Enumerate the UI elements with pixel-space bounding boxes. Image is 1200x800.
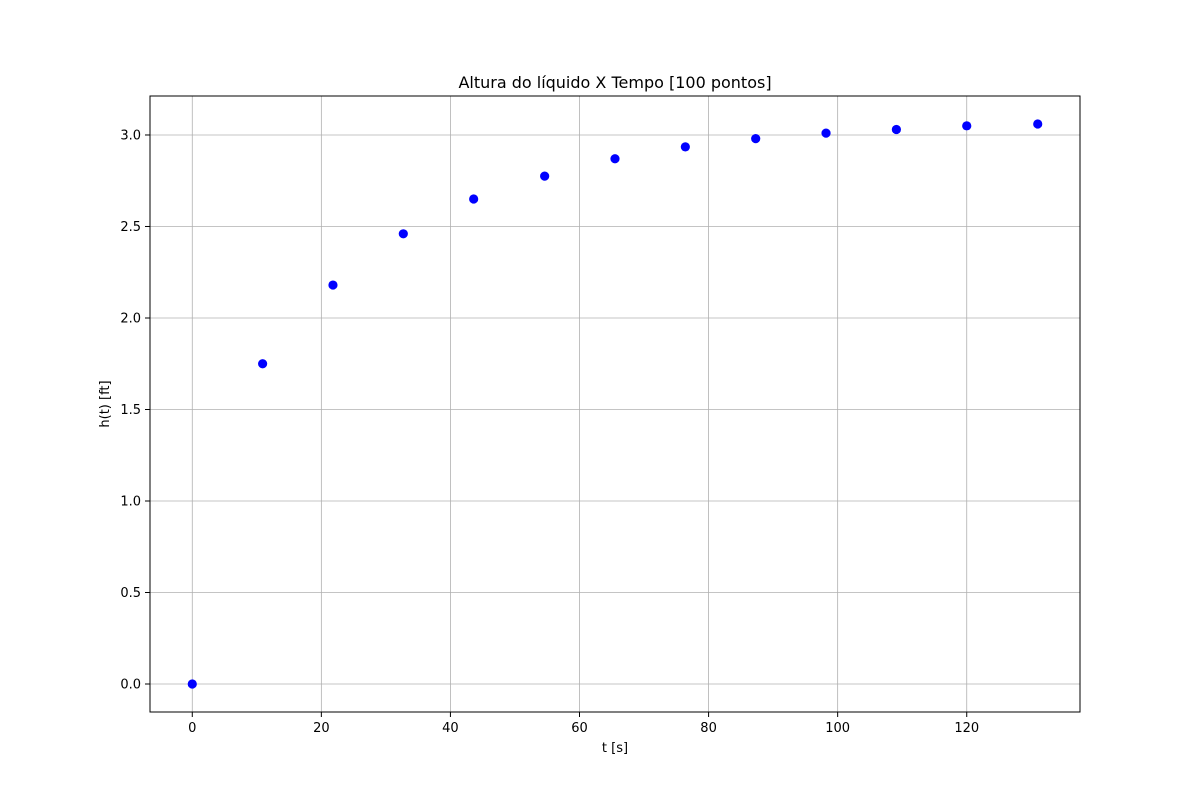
y-tick-label: 0.0 (120, 678, 141, 693)
y-tick-label: 1.0 (120, 494, 141, 509)
data-point (751, 134, 761, 144)
y-tick-label: 2.5 (120, 220, 141, 235)
data-point (1033, 119, 1043, 129)
data-point (469, 194, 479, 204)
x-tick-label: 120 (954, 721, 979, 736)
y-tick-label: 3.0 (120, 128, 141, 143)
x-tick-label: 20 (313, 721, 330, 736)
x-tick-label: 80 (700, 721, 717, 736)
y-axis-ticks: 0.0 0.5 1.0 1.5 2.0 2.5 3.0 (120, 128, 150, 693)
data-point (821, 128, 831, 138)
x-axis-ticks: 0 20 40 60 80 100 120 (188, 712, 979, 736)
x-tick-label: 40 (442, 721, 459, 736)
chart-title: Altura do líquido X Tempo [100 pontos] (458, 73, 771, 92)
y-tick-label: 2.0 (120, 311, 141, 326)
data-point (540, 171, 550, 181)
data-points (187, 119, 1043, 689)
data-point (962, 121, 972, 131)
y-tick-label: 1.5 (120, 403, 141, 418)
x-axis-label: t [s] (602, 741, 628, 756)
data-point (680, 142, 690, 152)
x-tick-label: 60 (571, 721, 588, 736)
data-point (891, 124, 901, 135)
y-tick-label: 0.5 (120, 586, 141, 601)
x-tick-label: 100 (825, 721, 850, 736)
grid (150, 96, 1080, 712)
data-point (398, 229, 408, 239)
data-point (328, 280, 338, 290)
data-point (258, 359, 268, 369)
plot-frame (149, 95, 1081, 713)
x-tick-label: 0 (188, 721, 196, 736)
y-axis-label: h(t) [ft] (98, 380, 113, 427)
data-point (610, 154, 620, 164)
data-point (187, 679, 197, 689)
